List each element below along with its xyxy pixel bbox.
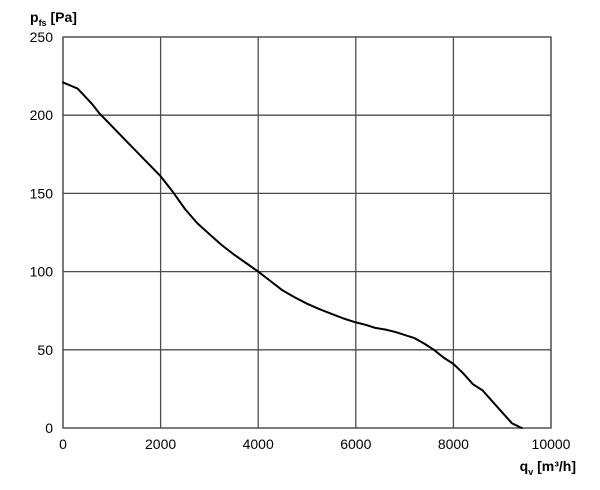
y-axis-ticks: 0 50 100 150 200 250: [30, 29, 54, 436]
y-axis-label-sub: fs: [39, 18, 47, 28]
x-tick-label: 0: [59, 436, 67, 452]
x-tick-label: 2000: [145, 436, 176, 452]
y-axis-label-main: p: [30, 9, 39, 25]
series-group: [62, 81, 523, 429]
x-tick-label: 6000: [340, 436, 371, 452]
series-line: [62, 81, 523, 429]
y-tick-label: 0: [45, 420, 53, 436]
plot-frame: [62, 36, 552, 429]
x-tick-label: 4000: [243, 436, 274, 452]
x-tick-label: 8000: [438, 436, 469, 452]
y-tick-label: 250: [30, 29, 54, 45]
x-axis-label: qv [m³/h]: [520, 458, 576, 477]
y-axis-label: pfs [Pa]: [30, 9, 77, 28]
x-axis-ticks: 0 2000 4000 6000 8000 10000: [59, 436, 571, 452]
y-tick-label: 100: [30, 264, 54, 280]
grid: [62, 36, 552, 429]
y-axis-label-unit: [Pa]: [47, 9, 77, 25]
y-tick-label: 50: [37, 342, 53, 358]
y-tick-label: 150: [30, 185, 54, 201]
x-axis-label-unit: [m³/h]: [533, 458, 576, 474]
y-tick-label: 200: [30, 107, 54, 123]
x-axis-label-sub: v: [528, 467, 533, 477]
x-axis-label-main: q: [520, 458, 529, 474]
x-tick-label: 10000: [532, 436, 571, 452]
